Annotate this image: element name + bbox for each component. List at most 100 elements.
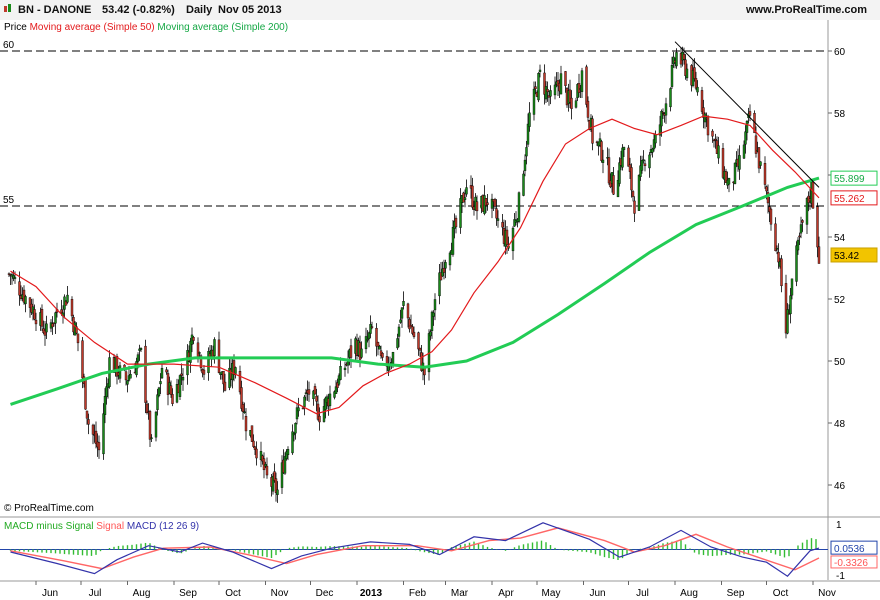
candle-down — [748, 111, 752, 116]
legend-signal: Signal — [96, 521, 125, 532]
price-tick-label: 46 — [834, 481, 846, 492]
candle-down — [630, 167, 633, 191]
candle-up — [664, 103, 668, 116]
candle-down — [694, 78, 698, 89]
candle-down — [409, 324, 413, 328]
candle-up — [129, 374, 132, 379]
candle-up — [675, 52, 678, 67]
candle-down — [684, 59, 687, 76]
candle-up — [13, 277, 17, 279]
date-label: Nov 05 2013 — [218, 4, 282, 16]
candle-up — [559, 73, 563, 95]
candle-down — [165, 369, 168, 373]
candle-down — [780, 258, 783, 287]
candle-up — [294, 422, 297, 434]
candle-down — [81, 340, 84, 379]
candle-down — [97, 442, 101, 451]
candle-down — [712, 139, 716, 142]
candle-up — [733, 162, 737, 184]
candle-down — [375, 327, 378, 347]
candle-up — [601, 159, 605, 163]
candle-up — [402, 301, 405, 306]
candle-down — [84, 380, 87, 410]
period-label: Daily — [186, 4, 213, 16]
candle-down — [28, 297, 32, 308]
signal-value-tag-box — [830, 555, 878, 569]
candle-down — [693, 67, 696, 79]
candle-down — [417, 332, 420, 350]
candle-down — [577, 83, 581, 93]
candle-up — [544, 86, 548, 100]
candle-up — [322, 406, 326, 422]
candle-up — [448, 252, 452, 266]
candle-down — [682, 53, 686, 60]
ma50-line — [10, 115, 820, 415]
candle-up — [451, 227, 455, 255]
candle-down — [376, 341, 380, 347]
candle-down — [564, 71, 567, 86]
candle-up — [324, 397, 327, 410]
symbol-name: BN - DANONE — [18, 4, 92, 16]
candles-group — [7, 46, 821, 503]
candle-down — [336, 382, 339, 388]
candle-up — [12, 275, 15, 279]
candle-down — [253, 446, 257, 450]
candle-up — [366, 338, 369, 341]
candle-up — [616, 180, 620, 198]
candle-down — [763, 163, 767, 185]
price-tick-label: 58 — [834, 109, 846, 120]
candle-up — [654, 134, 657, 144]
candle-down — [777, 251, 780, 263]
candle-down — [274, 478, 278, 493]
candle-down — [22, 289, 26, 303]
time-tick-label: Nov — [271, 588, 289, 599]
candle-down — [192, 337, 195, 341]
candle-down — [316, 403, 320, 420]
candle-up — [528, 112, 531, 127]
candle-down — [765, 186, 768, 192]
reference-line-label: 55 — [3, 195, 15, 206]
candle-up — [669, 88, 672, 108]
candle-down — [585, 66, 588, 105]
time-tick-label: Feb — [409, 588, 427, 599]
candle-down — [313, 386, 317, 395]
ma200-value-tag: 55.899 — [834, 174, 865, 185]
candle-down — [495, 208, 498, 219]
candle-up — [66, 294, 69, 303]
candle-down — [711, 130, 714, 137]
candle-down — [817, 246, 821, 264]
macd-value-tag-box — [830, 540, 878, 555]
candle-down — [702, 107, 705, 118]
candle-up — [243, 411, 246, 413]
reference-line-label: 60 — [3, 40, 15, 51]
legend-macd-hist: MACD minus Signal — [4, 521, 94, 532]
time-tick-label: 2013 — [360, 588, 383, 599]
candle-down — [70, 299, 74, 317]
time-tick-label: Jul — [89, 588, 102, 599]
candle-up — [367, 332, 371, 340]
candle-down — [199, 355, 203, 369]
candle-up — [303, 396, 306, 407]
signal-value-tag: -0.3326 — [834, 558, 868, 569]
candle-up — [648, 154, 651, 169]
candle-up — [513, 219, 516, 227]
candle-up — [651, 148, 654, 153]
last-price-tag-box — [830, 247, 878, 263]
candle-down — [801, 220, 804, 223]
candle-down — [91, 424, 95, 435]
candle-up — [523, 159, 527, 171]
price-tick-label: 50 — [834, 357, 846, 368]
candle-down — [714, 138, 717, 141]
candle-down — [75, 326, 78, 334]
candle-down — [643, 163, 647, 167]
candle-down — [144, 345, 147, 403]
candle-up — [234, 367, 237, 374]
candle-up — [553, 84, 557, 96]
time-tick-label: Sep — [179, 588, 197, 599]
candle-up — [430, 311, 434, 331]
candle-down — [546, 89, 549, 93]
candle-up — [178, 375, 182, 397]
candle-down — [244, 416, 248, 432]
candle-down — [700, 90, 704, 112]
